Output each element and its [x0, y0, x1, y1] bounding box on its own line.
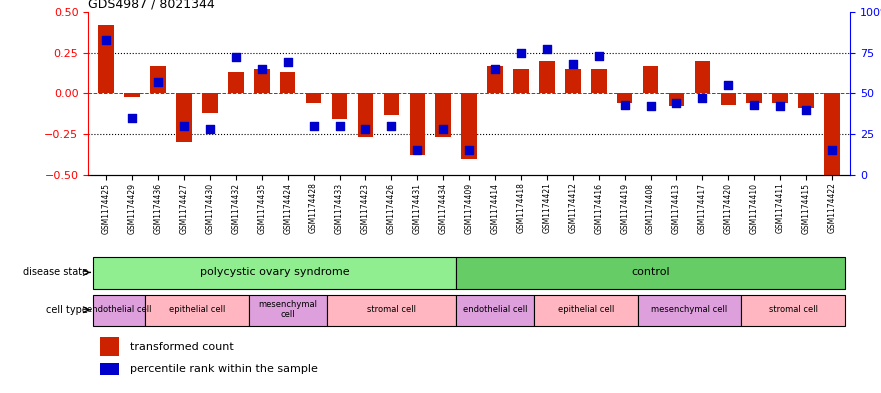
Text: transformed count: transformed count	[130, 342, 233, 352]
Bar	[100, 337, 119, 356]
Bar	[514, 69, 529, 94]
Bar	[93, 295, 145, 326]
Text: disease state: disease state	[23, 267, 88, 277]
Point	[566, 61, 580, 67]
Bar	[248, 295, 327, 326]
Bar	[151, 66, 166, 94]
Text: stromal cell: stromal cell	[366, 305, 416, 314]
Bar	[773, 94, 788, 103]
Text: mesenchymal
cell: mesenchymal cell	[258, 300, 317, 320]
Bar	[176, 94, 192, 142]
Bar	[741, 295, 845, 326]
Text: cell type: cell type	[46, 305, 88, 315]
Point	[100, 37, 114, 43]
Text: polycystic ovary syndrome: polycystic ovary syndrome	[200, 267, 350, 277]
Point	[774, 103, 788, 110]
Bar	[539, 61, 555, 94]
Bar	[100, 363, 119, 375]
Point	[799, 107, 813, 113]
Bar	[643, 66, 658, 94]
Point	[695, 95, 709, 101]
Point	[384, 123, 398, 129]
Text: GDS4987 / 8021344: GDS4987 / 8021344	[88, 0, 215, 11]
Bar	[327, 295, 456, 326]
Text: epithelial cell: epithelial cell	[169, 305, 226, 314]
Bar	[456, 295, 534, 326]
Bar	[435, 94, 451, 138]
Bar	[798, 94, 814, 108]
Bar	[93, 257, 456, 289]
Point	[592, 53, 606, 59]
Text: stromal cell: stromal cell	[768, 305, 818, 314]
Bar	[306, 94, 322, 103]
Text: mesenchymal cell: mesenchymal cell	[651, 305, 728, 314]
Bar	[462, 94, 477, 159]
Bar	[124, 94, 140, 97]
Point	[411, 147, 425, 154]
Bar	[280, 72, 295, 94]
Text: endothelial cell: endothelial cell	[463, 305, 528, 314]
Bar	[565, 69, 581, 94]
Point	[359, 126, 373, 132]
Point	[151, 79, 165, 85]
Bar	[145, 295, 248, 326]
Point	[618, 102, 632, 108]
Point	[462, 147, 476, 154]
Bar	[202, 94, 218, 113]
Bar	[721, 94, 737, 105]
Point	[488, 66, 502, 72]
Point	[514, 50, 528, 56]
Bar	[410, 94, 425, 155]
Point	[540, 46, 554, 52]
Bar	[694, 61, 710, 94]
Point	[177, 123, 191, 129]
Bar	[669, 94, 685, 107]
Point	[281, 59, 295, 66]
Bar	[591, 69, 606, 94]
Point	[125, 115, 139, 121]
Bar	[456, 257, 845, 289]
Point	[747, 102, 761, 108]
Point	[255, 66, 269, 72]
Text: control: control	[632, 267, 670, 277]
Bar	[99, 25, 114, 94]
Point	[643, 103, 657, 110]
Text: endothelial cell: endothelial cell	[87, 305, 152, 314]
Bar	[254, 69, 270, 94]
Bar	[383, 94, 399, 114]
Bar	[487, 66, 503, 94]
Point	[825, 147, 839, 154]
Text: percentile rank within the sample: percentile rank within the sample	[130, 364, 318, 374]
Bar	[534, 295, 638, 326]
Text: epithelial cell: epithelial cell	[558, 305, 614, 314]
Point	[332, 123, 346, 129]
Bar	[825, 94, 840, 175]
Bar	[746, 94, 762, 103]
Point	[203, 126, 217, 132]
Bar	[638, 295, 741, 326]
Bar	[228, 72, 244, 94]
Point	[229, 54, 243, 61]
Point	[436, 126, 450, 132]
Point	[670, 100, 684, 106]
Bar	[358, 94, 374, 138]
Point	[722, 82, 736, 88]
Point	[307, 123, 321, 129]
Bar	[617, 94, 633, 103]
Bar	[332, 94, 347, 119]
